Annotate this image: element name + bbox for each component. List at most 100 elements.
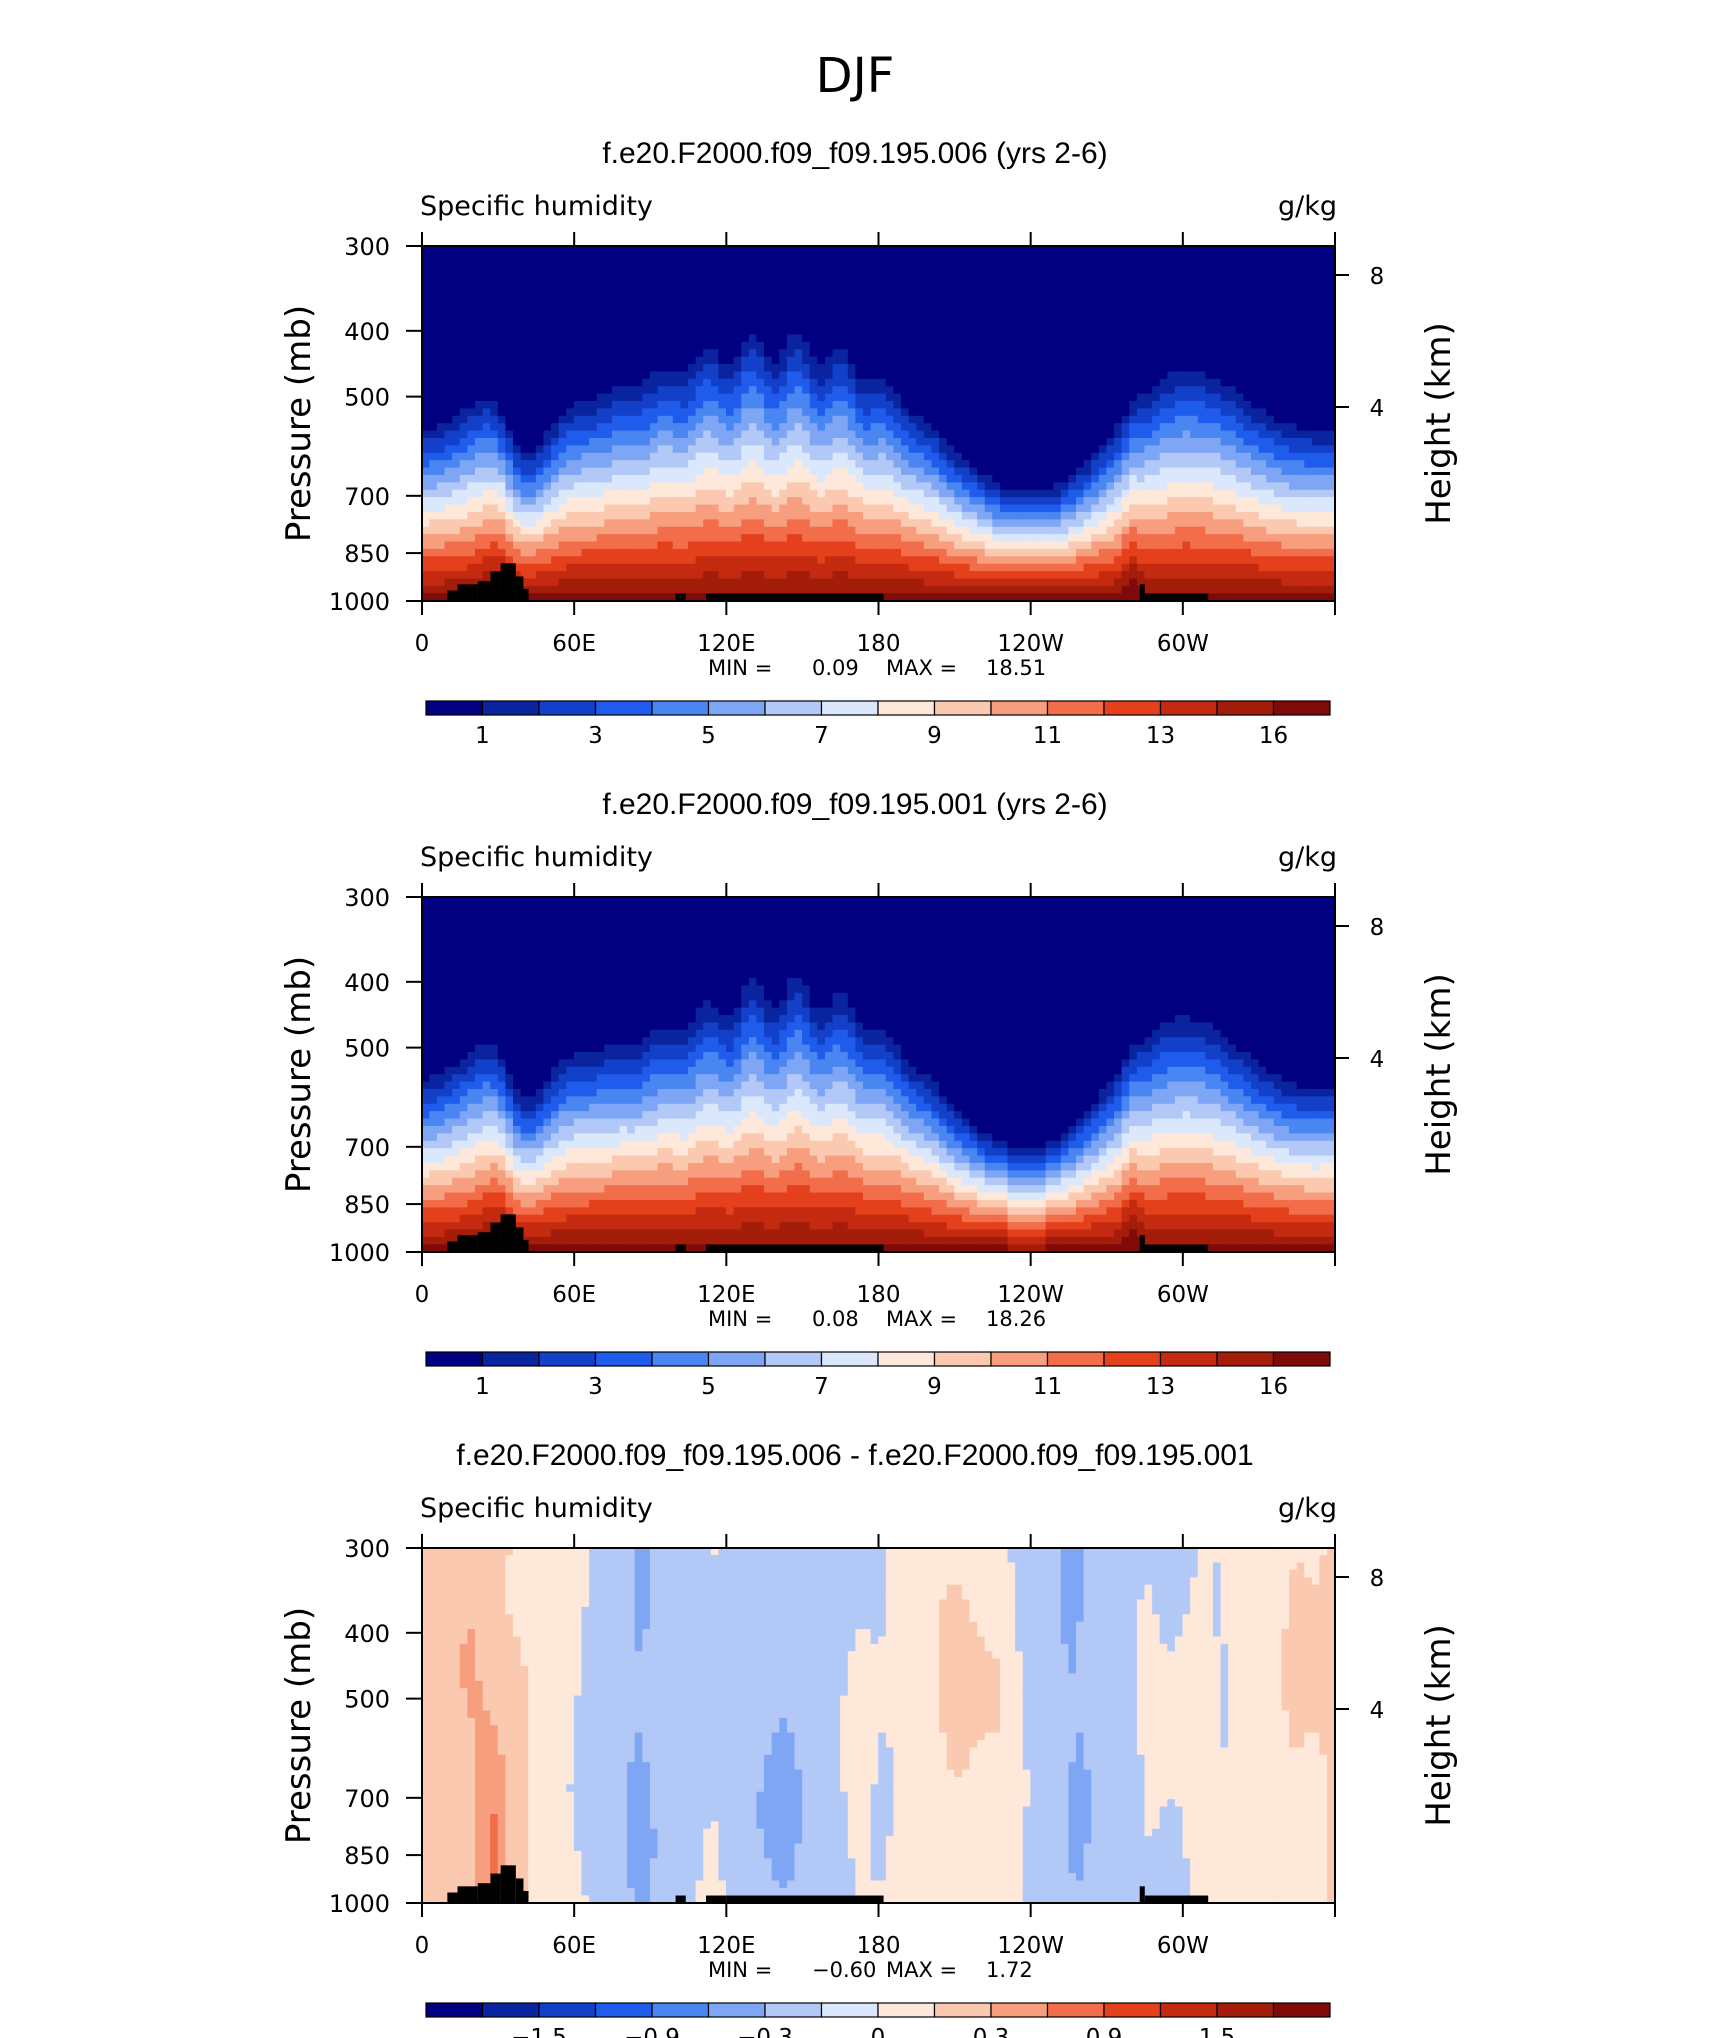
y-tick-label: 850: [344, 1191, 390, 1219]
terrain-block: [1139, 1886, 1145, 1903]
terrain-block: [515, 1227, 524, 1252]
terrain-block: [447, 1892, 458, 1903]
units-label: g/kg: [1278, 1493, 1337, 1524]
colorbar-box: [538, 700, 597, 716]
x-tick-label: 60E: [552, 1933, 596, 1959]
terrain-block: [457, 1886, 478, 1903]
x-tick-label: 60E: [552, 1282, 596, 1308]
terrain-block: [1139, 584, 1145, 601]
colorbar-label: 7: [814, 1374, 829, 1400]
terrain-block: [490, 1222, 501, 1252]
y-axis-title: Pressure (mb): [279, 1607, 319, 1844]
y-right-tick-label: 4: [1370, 1698, 1385, 1724]
colorbar-box: [820, 700, 879, 716]
colorbar-box: [933, 2002, 992, 2018]
terrain-block: [523, 1239, 529, 1252]
field-shading: [422, 246, 1335, 601]
colorbar-box: [651, 700, 710, 716]
y-tick-label: 300: [344, 884, 390, 912]
colorbar-box: [425, 2002, 484, 2018]
colorbar-box: [1046, 700, 1105, 716]
colorbar-box: [1046, 2002, 1105, 2018]
colorbar-box: [990, 700, 1049, 716]
y-tick-label: 1000: [329, 1890, 390, 1918]
colorbar-box: [877, 1351, 936, 1367]
colorbar-label: 1: [475, 1374, 490, 1400]
field-shading: [422, 897, 1335, 1252]
colorbar-box: [707, 2002, 766, 2018]
colorbar-box: [1103, 2002, 1162, 2018]
colorbar-label: −1.5: [511, 2025, 567, 2038]
x-tick-label: 60E: [552, 631, 596, 657]
colorbar-label: 5: [701, 723, 716, 749]
colorbar-box: [707, 1351, 766, 1367]
terrain-block: [477, 1232, 491, 1252]
terrain-block: [515, 576, 524, 601]
colorbar-label: 1: [475, 723, 490, 749]
colorbar-box: [481, 1351, 540, 1367]
colorbar: 1 3 5 7 9 11 13 16: [425, 1351, 1331, 1400]
colorbar-box: [594, 1351, 653, 1367]
terrain-block: [706, 1895, 727, 1903]
y-axis-title: Pressure (mb): [279, 956, 319, 1193]
colorbar-box: [1159, 1351, 1218, 1367]
colorbar-label: 11: [1033, 723, 1062, 749]
x-tick-label: 180: [857, 1933, 901, 1959]
terrain-block: [500, 1214, 516, 1252]
colorbar-label: 3: [588, 723, 603, 749]
panel-title: f.e20.F2000.f09_f09.195.006 (yrs 2-6): [602, 137, 1107, 170]
colorbar-box: [933, 1351, 992, 1367]
y-tick-label: 1000: [329, 1239, 390, 1267]
colorbar-box: [1216, 2002, 1275, 2018]
terrain-block: [726, 593, 884, 601]
panel-title: f.e20.F2000.f09_f09.195.006 - f.e20.F200…: [456, 1439, 1253, 1472]
colorbar-box: [1046, 1351, 1105, 1367]
terrain-block: [1144, 593, 1209, 601]
min-value: 0.08: [812, 1307, 859, 1331]
y-tick-label: 1000: [329, 588, 390, 616]
terrain-block: [675, 1895, 686, 1903]
x-tick-label: 60W: [1157, 1933, 1209, 1959]
colorbar-label: 7: [814, 723, 829, 749]
y-right-tick-label: 8: [1370, 1566, 1385, 1592]
y-tick-label: 300: [344, 233, 390, 261]
terrain-block: [500, 1865, 516, 1903]
colorbar-box: [594, 700, 653, 716]
terrain-block: [500, 563, 516, 601]
colorbar-box: [425, 1351, 484, 1367]
chart-panel-3: f.e20.F2000.f09_f09.195.006 - f.e20.F200…: [279, 1439, 1459, 2038]
x-tick-label: 120E: [697, 631, 755, 657]
page-title: DJF: [816, 48, 895, 104]
terrain-block: [477, 1883, 491, 1903]
colorbar-box: [990, 1351, 1049, 1367]
colorbar-box: [764, 700, 823, 716]
terrain-block: [447, 590, 458, 601]
terrain-block: [726, 1244, 884, 1252]
field-shading: [422, 1548, 1335, 1903]
max-value: 18.26: [986, 1307, 1046, 1331]
y-tick-label: 400: [344, 318, 390, 346]
units-label: g/kg: [1278, 842, 1337, 873]
terrain-block: [477, 581, 491, 601]
x-tick-label: 120E: [697, 1282, 755, 1308]
colorbar-box: [1216, 700, 1275, 716]
max-label: MAX =: [886, 1307, 957, 1331]
colorbar-box: [764, 2002, 823, 2018]
x-tick-label: 180: [857, 1282, 901, 1308]
min-label: MIN =: [708, 656, 772, 680]
terrain-block: [675, 593, 686, 601]
terrain-block: [675, 1244, 686, 1252]
colorbar-label: 13: [1146, 1374, 1175, 1400]
colorbar-box: [820, 1351, 879, 1367]
variable-label: Specific humidity: [420, 1493, 653, 1524]
y-right-tick-label: 4: [1370, 396, 1385, 422]
terrain-block: [523, 1890, 529, 1903]
colorbar-box: [425, 700, 484, 716]
panel-title: f.e20.F2000.f09_f09.195.001 (yrs 2-6): [602, 788, 1107, 821]
colorbar-box: [1103, 1351, 1162, 1367]
y-axis-right-title: Height (km): [1419, 322, 1459, 525]
y-tick-label: 400: [344, 1620, 390, 1648]
colorbar-label: −0.9: [624, 2025, 680, 2038]
colorbar-box: [1272, 2002, 1331, 2018]
colorbar-box: [1216, 1351, 1275, 1367]
